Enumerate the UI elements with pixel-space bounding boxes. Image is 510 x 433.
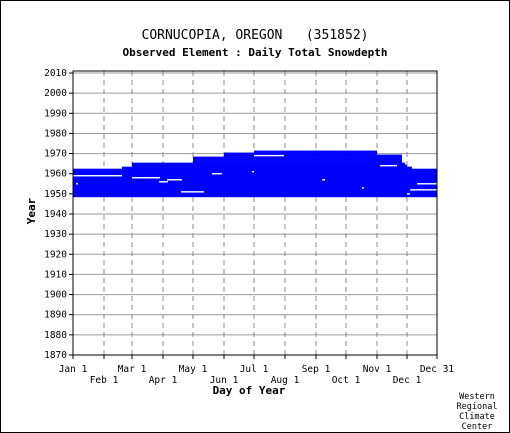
x-axis-title: Day of Year bbox=[213, 384, 286, 397]
data-bar bbox=[73, 172, 437, 176]
credit-line-2: Regional bbox=[457, 402, 498, 412]
credit-line-1: Western bbox=[459, 392, 495, 402]
chart-title: CORNUCOPIA, OREGON (351852) bbox=[142, 28, 369, 43]
data-bar bbox=[132, 162, 405, 165]
x-tick-label: Sep 1 bbox=[302, 364, 331, 375]
data-gap bbox=[362, 187, 364, 189]
data-gap bbox=[407, 193, 410, 195]
data-bar bbox=[73, 192, 437, 196]
data-gap bbox=[167, 179, 182, 181]
data-gap bbox=[380, 164, 397, 167]
data-bar bbox=[193, 160, 402, 163]
data-gap bbox=[417, 183, 437, 185]
data-gap bbox=[252, 171, 254, 173]
data-bar bbox=[224, 154, 402, 157]
y-tick-label: 1910 bbox=[44, 269, 67, 280]
data-bar bbox=[193, 158, 402, 161]
data-bar bbox=[122, 166, 412, 169]
y-tick-label: 1980 bbox=[44, 128, 67, 139]
credit-line-4: Center bbox=[462, 422, 493, 432]
data-gap bbox=[254, 154, 284, 157]
data-bar bbox=[73, 168, 437, 172]
y-tick-label: 1940 bbox=[44, 209, 67, 220]
y-tick-label: 1900 bbox=[44, 290, 67, 301]
credit-block: Western Regional Climate Center bbox=[457, 392, 498, 432]
data-gap bbox=[76, 183, 78, 185]
data-bar bbox=[73, 180, 437, 184]
y-tick-label: 2000 bbox=[44, 88, 67, 99]
x-tick-label: Jun 1 bbox=[210, 375, 239, 386]
data-bars bbox=[73, 150, 437, 198]
x-tick-label: Aug 1 bbox=[271, 375, 300, 386]
y-tick-label: 1970 bbox=[44, 149, 67, 160]
y-axis-title: Year bbox=[25, 197, 38, 224]
y-tick-label: 1920 bbox=[44, 249, 67, 260]
data-gap bbox=[73, 175, 122, 177]
chart-subtitle: Observed Element : Daily Total Snowdepth bbox=[123, 46, 388, 59]
data-bar bbox=[73, 186, 437, 190]
y-tick-label: 1990 bbox=[44, 108, 67, 119]
data-gap bbox=[159, 181, 168, 183]
x-tick-label: Apr 1 bbox=[149, 375, 178, 386]
data-bar bbox=[73, 176, 437, 180]
data-bar bbox=[73, 190, 437, 194]
data-bar bbox=[132, 164, 407, 167]
data-gap bbox=[132, 177, 160, 179]
data-gap bbox=[181, 191, 204, 193]
x-tick-label: Feb 1 bbox=[90, 375, 119, 386]
x-tick-label: Mar 1 bbox=[118, 364, 147, 375]
plot-area bbox=[73, 71, 437, 355]
x-tick-label: Jan 1 bbox=[59, 364, 88, 375]
y-tick-label: 1870 bbox=[44, 350, 67, 361]
data-bar bbox=[73, 170, 437, 174]
data-gap bbox=[322, 179, 325, 181]
x-tick-label: Jul 1 bbox=[240, 364, 269, 375]
y-tick-label: 1890 bbox=[44, 310, 67, 321]
y-axis-ticks: 2010 2000 1990 1980 1970 1960 1950 1940 1930 1920… bbox=[44, 68, 73, 361]
y-tick-label: 1880 bbox=[44, 330, 67, 341]
data-gap bbox=[212, 173, 222, 175]
x-tick-label: Nov 1 bbox=[363, 364, 392, 375]
plot-border bbox=[72, 70, 438, 356]
y-tick-label: 1950 bbox=[44, 189, 67, 200]
data-bar bbox=[73, 182, 437, 186]
data-bar bbox=[193, 156, 402, 159]
x-tick-label: Dec 31 bbox=[420, 364, 455, 375]
data-bar bbox=[73, 194, 437, 198]
credit-line-3: Climate bbox=[459, 412, 495, 422]
x-tick-label: Oct 1 bbox=[332, 375, 361, 386]
data-bar bbox=[73, 184, 437, 188]
data-bar bbox=[73, 188, 437, 192]
y-tick-label: 2010 bbox=[44, 68, 67, 79]
data-bar bbox=[73, 178, 437, 182]
y-tick-label: 1930 bbox=[44, 229, 67, 240]
data-gap bbox=[410, 189, 437, 191]
x-axis-ticks: Jan 1 Mar 1 May 1 Jul 1 Sep 1 Nov 1 Dec 31 Feb … bbox=[59, 355, 455, 386]
x-tick-label: Dec 1 bbox=[393, 375, 422, 386]
data-bar bbox=[73, 174, 437, 178]
data-bar bbox=[254, 150, 377, 153]
y-tick-label: 1960 bbox=[44, 169, 67, 180]
x-tick-label: May 1 bbox=[179, 364, 208, 375]
data-bar bbox=[224, 152, 377, 155]
